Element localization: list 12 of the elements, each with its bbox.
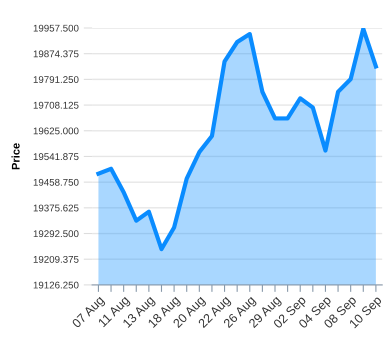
y-tick-label: 19625.000 <box>34 127 79 134</box>
y-tick-label: 19458.750 <box>34 178 79 186</box>
y-tick-label: 19957.500 <box>34 24 79 32</box>
y-tick-label: 19209.375 <box>34 256 79 263</box>
y-tick-label: 19292.500 <box>34 230 79 238</box>
y-tick-label: 19708.125 <box>34 102 79 109</box>
y-tick-label: 19126.250 <box>34 282 79 289</box>
y-tick-label: 19791.250 <box>34 76 79 83</box>
y-tick-label: 19541.875 <box>34 153 79 160</box>
y-axis-title: Price <box>12 143 20 170</box>
y-tick-label: 19375.625 <box>34 204 79 212</box>
y-tick-label: 19874.375 <box>34 50 79 58</box>
